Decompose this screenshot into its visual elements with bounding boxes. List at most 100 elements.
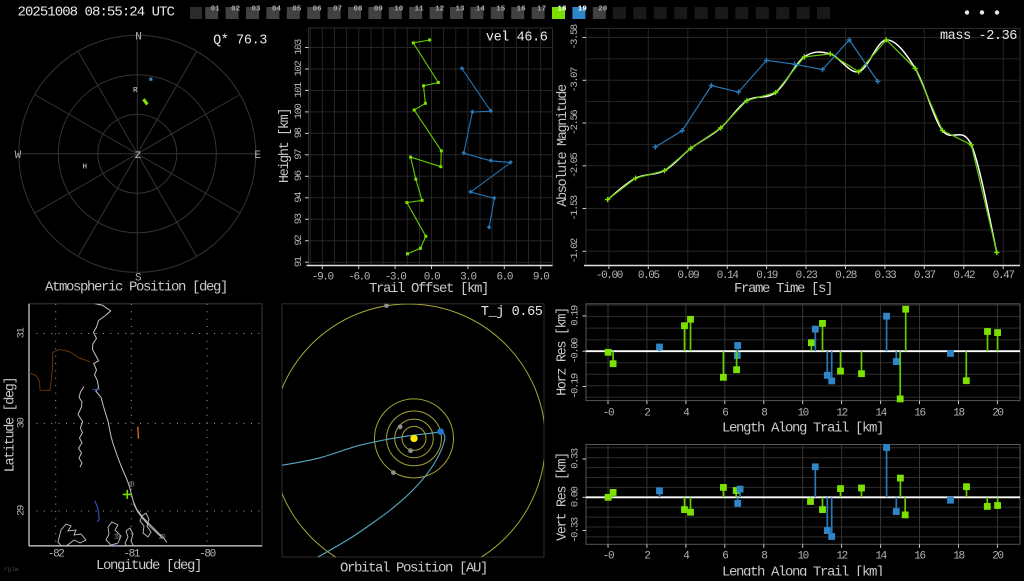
svg-text:0.28: 0.28	[835, 270, 857, 282]
svg-text:06: 06	[313, 6, 323, 14]
svg-text:100: 100	[293, 103, 305, 119]
svg-text:96: 96	[293, 170, 305, 181]
svg-text:vel 46.6: vel 46.6	[486, 31, 548, 46]
svg-text:-2.05: -2.05	[569, 152, 581, 178]
svg-text:19: 19	[578, 6, 588, 14]
svg-text:12: 12	[836, 551, 847, 563]
svg-text:18: 18	[557, 6, 567, 14]
svg-text:08: 08	[353, 6, 363, 14]
svg-text:8: 8	[761, 408, 767, 420]
svg-text:05: 05	[292, 6, 302, 14]
svg-text:0.14: 0.14	[717, 270, 740, 282]
svg-text:01: 01	[211, 6, 221, 14]
svg-text:-3.0: -3.0	[385, 272, 407, 284]
svg-text:17: 17	[537, 6, 546, 14]
svg-text:0.33: 0.33	[570, 448, 582, 469]
svg-text:16: 16	[517, 6, 527, 14]
svg-text:Frame Time [s]: Frame Time [s]	[734, 281, 832, 297]
svg-text:-81: -81	[123, 549, 140, 561]
svg-text:0.09: 0.09	[677, 270, 699, 282]
svg-text:3.0: 3.0	[460, 272, 476, 284]
svg-text:15: 15	[496, 6, 506, 14]
svg-text:20: 20	[598, 6, 608, 14]
svg-text:Trail Offset [km]: Trail Offset [km]	[369, 281, 488, 297]
svg-text:18: 18	[953, 408, 964, 420]
svg-text:20: 20	[159, 534, 166, 542]
svg-text:-1.02: -1.02	[569, 238, 581, 264]
svg-text:11: 11	[415, 6, 425, 14]
svg-text:12: 12	[836, 408, 847, 420]
svg-text:Vert Res [km]: Vert Res [km]	[556, 453, 571, 541]
svg-text:19: 19	[114, 534, 121, 542]
svg-text:10: 10	[797, 408, 808, 420]
svg-text:0.05: 0.05	[638, 270, 660, 282]
svg-text:Horz Res [km]: Horz Res [km]	[556, 308, 571, 396]
svg-text:-0.33: -0.33	[570, 517, 582, 543]
svg-text:101: 101	[293, 82, 305, 98]
svg-text:-80: -80	[199, 549, 215, 561]
svg-text:-0.19: -0.19	[570, 373, 582, 399]
svg-text:-0.00: -0.00	[570, 338, 582, 364]
svg-text:8: 8	[761, 551, 767, 563]
svg-text:20: 20	[992, 551, 1003, 563]
svg-text:-0: -0	[603, 551, 614, 563]
svg-text:E: E	[254, 150, 261, 162]
svg-text:97: 97	[293, 149, 305, 160]
svg-text:03: 03	[251, 6, 261, 14]
svg-text:14: 14	[875, 408, 887, 420]
svg-text:T_j 0.65: T_j 0.65	[481, 305, 543, 320]
svg-text:91: 91	[293, 256, 305, 267]
svg-text:4: 4	[683, 551, 690, 563]
svg-text:Height [km]: Height [km]	[278, 109, 293, 183]
svg-text:10: 10	[797, 551, 808, 563]
svg-text:Q* 76.3: Q* 76.3	[213, 34, 267, 49]
svg-text:Length Along Trail [km]: Length Along Trail [km]	[722, 565, 883, 577]
svg-text:14: 14	[875, 551, 887, 563]
svg-text:Atmospheric Position [deg]: Atmospheric Position [deg]	[45, 280, 227, 296]
svg-text:16: 16	[914, 551, 925, 563]
svg-text:-82: -82	[48, 549, 64, 561]
svg-text:20251008 08:55:24 UTC: 20251008 08:55:24 UTC	[18, 4, 175, 20]
svg-text:98: 98	[293, 127, 305, 138]
svg-text:0.19: 0.19	[756, 270, 778, 282]
svg-text:04: 04	[272, 6, 282, 14]
svg-text:0.0: 0.0	[424, 272, 440, 284]
svg-text:13: 13	[455, 6, 465, 14]
svg-text:0.33: 0.33	[874, 270, 896, 282]
svg-text:0.00: 0.00	[570, 486, 582, 507]
svg-text:0.42: 0.42	[953, 270, 975, 282]
svg-text:07: 07	[333, 6, 342, 14]
svg-text:0.47: 0.47	[993, 270, 1015, 282]
svg-text:Longitude [deg]: Longitude [deg]	[96, 558, 201, 574]
svg-text:Latitude [deg]: Latitude [deg]	[4, 378, 19, 473]
svg-text:30: 30	[16, 417, 28, 428]
svg-text:Orbital Position [AU]: Orbital Position [AU]	[340, 561, 487, 577]
svg-text:18: 18	[953, 551, 964, 563]
svg-text:9.0: 9.0	[533, 272, 549, 284]
svg-text:-2.56: -2.56	[569, 110, 581, 136]
svg-text:94: 94	[293, 192, 305, 203]
svg-text:6: 6	[722, 408, 728, 420]
svg-text:-0: -0	[603, 408, 614, 420]
svg-text:2: 2	[644, 408, 650, 420]
svg-text:-1.53: -1.53	[569, 195, 581, 221]
svg-text:4: 4	[683, 408, 690, 420]
svg-text:mass -2.36: mass -2.36	[940, 29, 1017, 44]
svg-text:102: 102	[293, 61, 305, 77]
svg-text:rglw: rglw	[4, 566, 19, 573]
svg-text:-3.58: -3.58	[569, 24, 581, 50]
svg-text:H: H	[82, 163, 86, 171]
svg-text:-0.00: -0.00	[596, 270, 623, 282]
svg-text:14: 14	[476, 6, 486, 14]
svg-text:N: N	[135, 31, 141, 43]
svg-text:Absolute Magnitude: Absolute Magnitude	[556, 84, 571, 207]
svg-text:31: 31	[16, 328, 28, 339]
svg-text:6.0: 6.0	[496, 272, 512, 284]
svg-text:92: 92	[293, 235, 305, 246]
svg-text:18: 18	[128, 482, 135, 490]
svg-text:Length Along Trail [km]: Length Along Trail [km]	[722, 421, 883, 437]
svg-text:6: 6	[722, 551, 728, 563]
svg-text:-6.0: -6.0	[348, 272, 370, 284]
svg-text:-3.07: -3.07	[569, 67, 581, 93]
svg-text:103: 103	[293, 39, 305, 55]
